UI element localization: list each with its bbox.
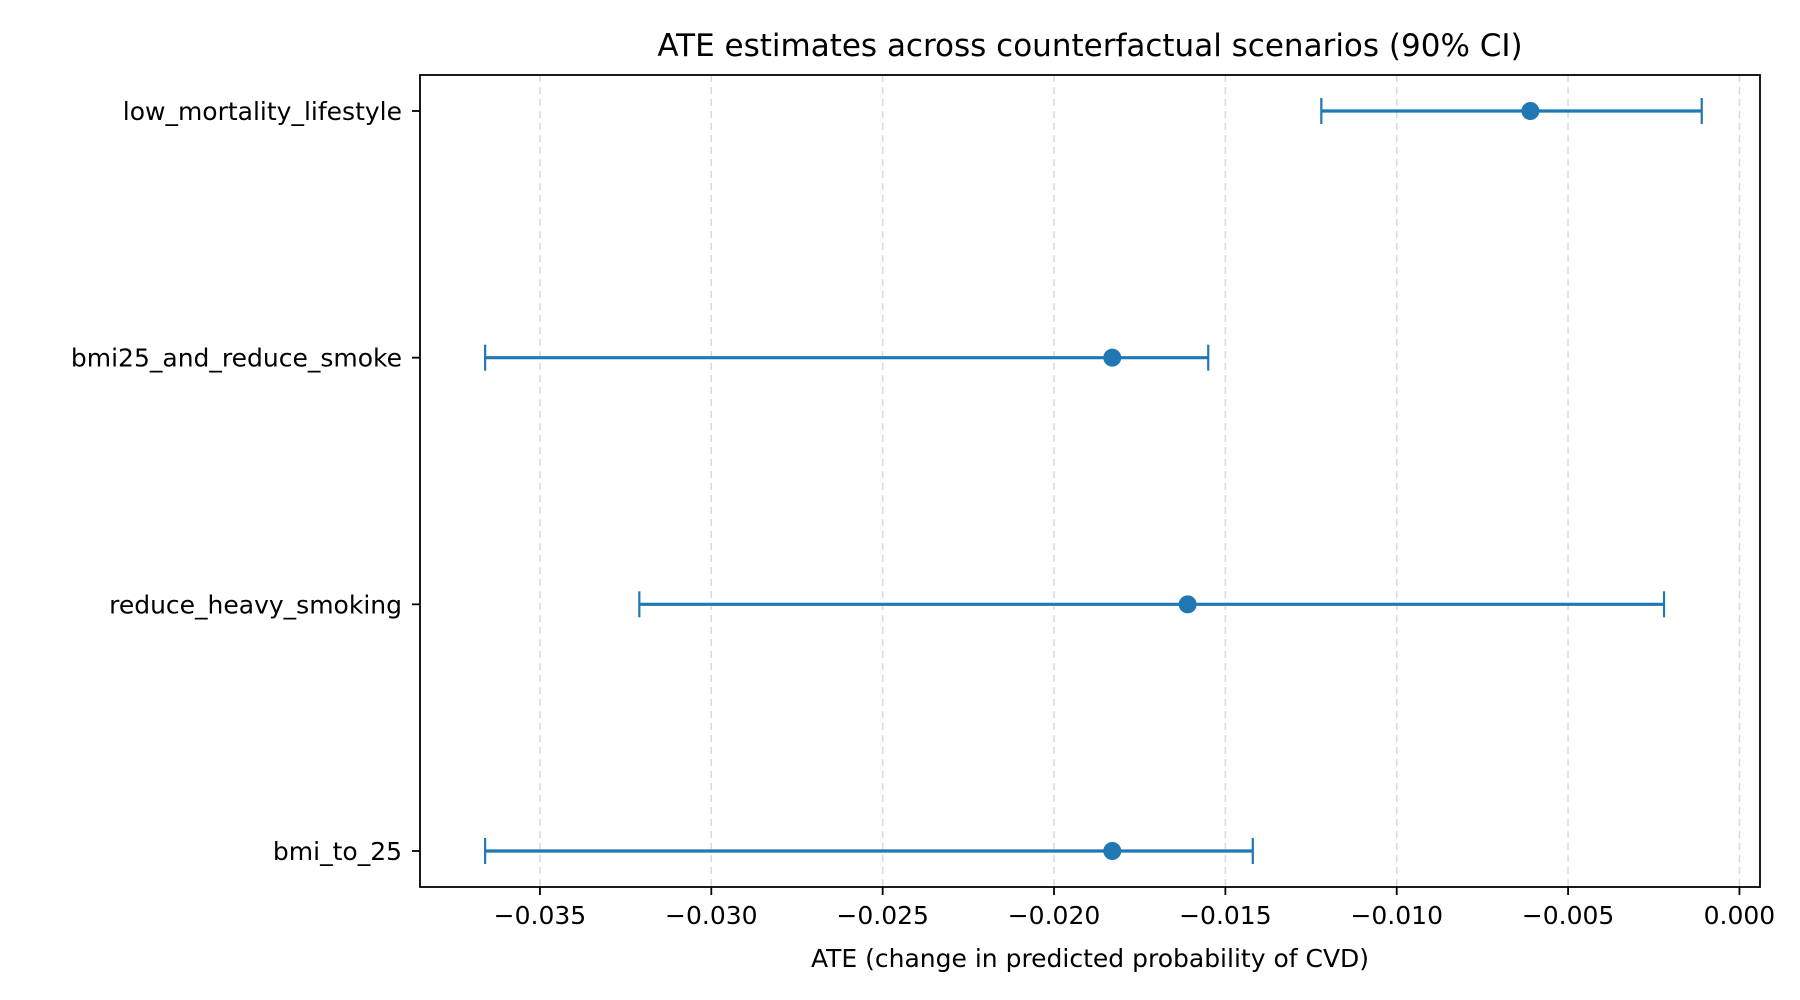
ate-point	[1178, 595, 1197, 614]
x-tick-label: 0.000	[1704, 901, 1776, 930]
chart-title: ATE estimates across counterfactual scen…	[657, 28, 1522, 64]
x-tick-label: −0.010	[1350, 901, 1443, 930]
y-tick-label: bmi25_and_reduce_smoke	[71, 344, 402, 373]
y-tick-label: bmi_to_25	[273, 837, 402, 866]
ate-point	[1103, 842, 1122, 860]
ate-point	[1521, 102, 1540, 120]
x-tick-label: −0.030	[665, 901, 758, 930]
y-tick-label: reduce_heavy_smoking	[109, 590, 402, 619]
x-tick-label: −0.025	[836, 901, 929, 930]
x-tick-label: −0.020	[1008, 901, 1101, 930]
x-axis-ticks: −0.035 −0.030 −0.025 −0.020 −0.015 −0.010 −0.0…	[494, 887, 1776, 930]
plot-frame	[419, 74, 1761, 888]
errorbar-bmi_to_25	[484, 838, 1254, 864]
x-tick-label: −0.015	[1179, 901, 1272, 930]
x-tick-label: −0.005	[1522, 901, 1615, 930]
errorbar-reduce_heavy_smoking	[638, 591, 1666, 618]
x-axis-label: ATE (change in predicted probability of …	[811, 944, 1369, 973]
y-axis-ticks: low_mortality_lifestyle bmi25_and_reduce_…	[71, 97, 420, 866]
y-tick-label: low_mortality_lifestyle	[123, 97, 402, 126]
errorbar-bmi25_and_reduce_smoke	[484, 344, 1210, 371]
errorbar-low_mortality_lifestyle	[1320, 98, 1703, 124]
grid-lines	[539, 75, 1741, 887]
ate-point	[1103, 348, 1122, 367]
error-bars	[484, 98, 1703, 864]
x-tick-label: −0.035	[494, 901, 587, 930]
